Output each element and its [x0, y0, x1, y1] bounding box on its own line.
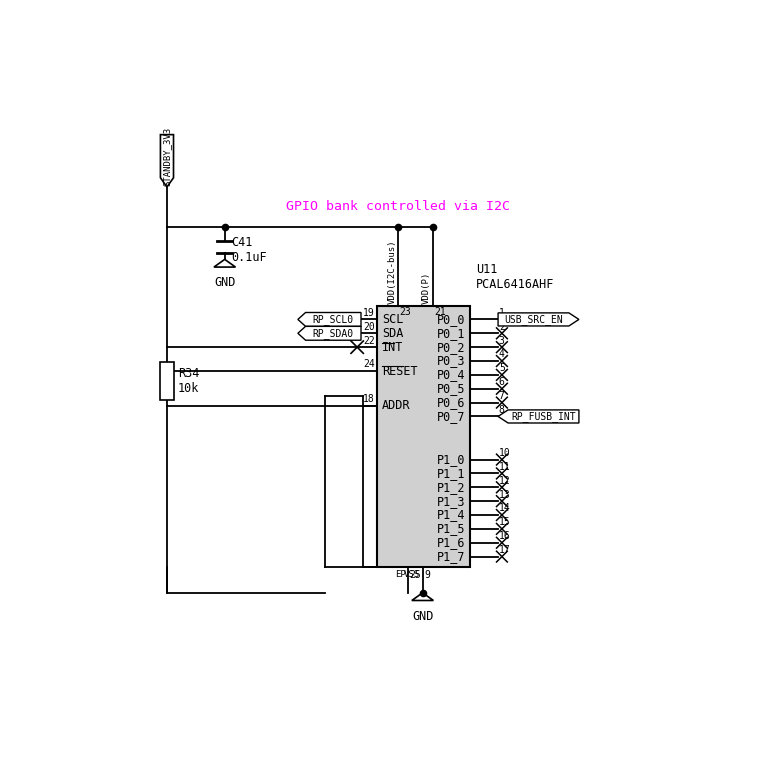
- Text: 1: 1: [499, 308, 505, 318]
- Text: EP: EP: [395, 570, 406, 579]
- Text: 25: 25: [410, 570, 421, 580]
- Text: 15: 15: [499, 518, 511, 528]
- Text: R34
10k: R34 10k: [178, 367, 199, 395]
- Text: U11
PCAL6416AHF: U11 PCAL6416AHF: [476, 263, 554, 291]
- Text: SDA: SDA: [381, 327, 403, 340]
- Text: P1_1: P1_1: [437, 467, 466, 480]
- Text: 22: 22: [363, 335, 375, 345]
- Text: 7: 7: [499, 391, 505, 401]
- Text: 8: 8: [499, 405, 505, 415]
- Text: RP_SDA0: RP_SDA0: [313, 328, 354, 338]
- Text: VSS: VSS: [404, 570, 421, 579]
- Text: P1_5: P1_5: [437, 522, 466, 535]
- Text: P1_3: P1_3: [437, 494, 466, 508]
- Polygon shape: [160, 135, 174, 187]
- Text: 20: 20: [363, 321, 375, 331]
- Text: P0_3: P0_3: [437, 355, 466, 368]
- Text: GPIO bank controlled via I2C: GPIO bank controlled via I2C: [286, 200, 510, 213]
- Text: 17: 17: [499, 545, 511, 555]
- Text: 13: 13: [499, 490, 511, 500]
- Polygon shape: [298, 312, 361, 326]
- Text: GND: GND: [214, 276, 235, 289]
- Text: 21: 21: [434, 307, 446, 317]
- Text: USB_SRC_EN: USB_SRC_EN: [504, 314, 563, 325]
- Text: P0_0: P0_0: [437, 313, 466, 326]
- Polygon shape: [214, 259, 235, 267]
- Text: 10: 10: [499, 448, 511, 458]
- Bar: [377, 305, 470, 568]
- Text: C41
0.1uF: C41 0.1uF: [231, 236, 267, 265]
- Text: P1_7: P1_7: [437, 550, 466, 563]
- Text: RP_SCL0: RP_SCL0: [313, 314, 354, 325]
- Text: 4: 4: [499, 349, 505, 359]
- Polygon shape: [298, 326, 361, 340]
- Text: 23: 23: [400, 307, 411, 317]
- Text: 12: 12: [499, 476, 511, 486]
- Polygon shape: [498, 313, 579, 326]
- Text: P1_2: P1_2: [437, 481, 466, 494]
- Polygon shape: [498, 410, 579, 423]
- Text: 11: 11: [499, 462, 511, 472]
- Text: 5: 5: [499, 363, 505, 373]
- Text: 9: 9: [424, 570, 430, 580]
- Text: P1_6: P1_6: [437, 536, 466, 549]
- Text: 18: 18: [363, 394, 375, 404]
- Text: VDD(P): VDD(P): [422, 271, 431, 304]
- Text: SCL: SCL: [381, 313, 403, 326]
- Text: GND: GND: [412, 610, 434, 623]
- Text: 6: 6: [499, 377, 505, 387]
- Text: P0_1: P0_1: [437, 327, 466, 340]
- Polygon shape: [412, 593, 434, 601]
- Text: 19: 19: [363, 308, 375, 318]
- Text: RP_FUSB_INT: RP_FUSB_INT: [511, 411, 576, 422]
- Text: 24: 24: [363, 359, 375, 369]
- Text: P0_4: P0_4: [437, 368, 466, 381]
- Text: VDD(I2C-bus): VDD(I2C-bus): [388, 239, 397, 304]
- Text: P1_4: P1_4: [437, 508, 466, 521]
- Text: 16: 16: [499, 531, 511, 541]
- Text: P0_2: P0_2: [437, 341, 466, 354]
- Text: 14: 14: [499, 504, 511, 514]
- Text: STANDBY_3V3: STANDBY_3V3: [162, 127, 172, 186]
- Text: 2: 2: [499, 321, 505, 331]
- Text: 3: 3: [499, 335, 505, 345]
- Text: INT: INT: [381, 341, 403, 354]
- Text: P0_5: P0_5: [437, 382, 466, 395]
- Text: ADDR: ADDR: [381, 399, 411, 412]
- Text: P0_7: P0_7: [437, 410, 466, 423]
- Text: RESET: RESET: [381, 365, 417, 378]
- Text: P0_6: P0_6: [437, 396, 466, 409]
- Text: P1_0: P1_0: [437, 453, 466, 466]
- Bar: [160, 361, 174, 401]
